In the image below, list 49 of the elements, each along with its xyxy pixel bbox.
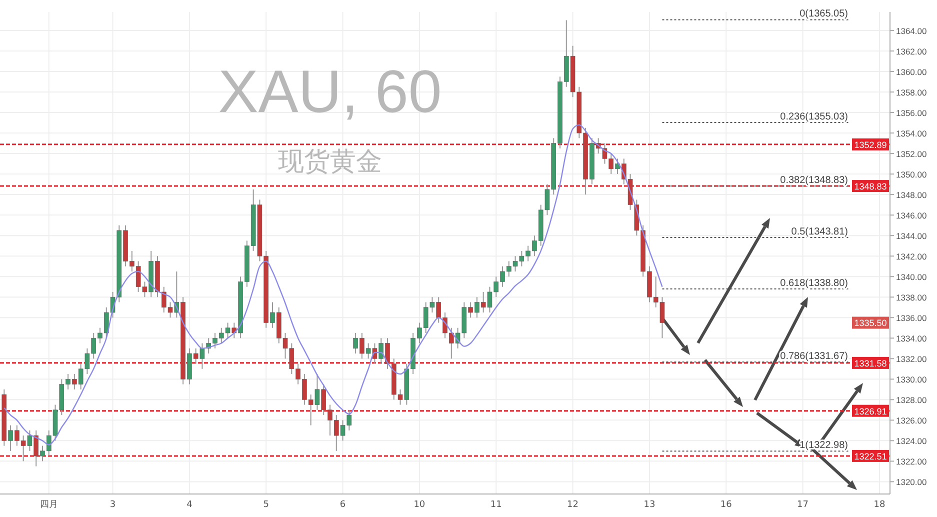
y-tick-label: 1362.00 <box>896 46 927 56</box>
ref-line-label: 1352.89 <box>854 140 887 150</box>
x-tick-label: 四月 <box>40 500 58 510</box>
y-tick-label: 1364.00 <box>896 26 927 36</box>
x-tick-label: 18 <box>874 500 886 510</box>
annotation: XAU, 60 <box>218 58 442 125</box>
y-tick-label: 1330.00 <box>896 374 927 385</box>
y-tick-label: 1328.00 <box>896 395 927 406</box>
x-tick-label: 12 <box>567 500 579 510</box>
y-tick-label: 1356.00 <box>896 108 927 118</box>
ref-line-label: 0.618(1338.80) <box>780 278 848 289</box>
y-tick-label: 1338.00 <box>896 292 927 303</box>
annotation: 1335.50 <box>854 318 887 328</box>
x-tick-label: 13 <box>644 500 656 510</box>
ref-line-label: 0.382(1348.83) <box>780 175 848 186</box>
ref-line-label: 1348.83 <box>854 182 887 192</box>
ref-line-label: 0.236(1355.03) <box>780 111 848 122</box>
ref-line-label: 1331.58 <box>854 358 887 368</box>
y-tick-label: 1346.00 <box>896 210 927 221</box>
y-tick-label: 1350.00 <box>896 170 927 180</box>
y-tick-label: 1336.00 <box>896 313 927 324</box>
ref-line-label: 0.786(1331.67) <box>780 351 848 362</box>
y-tick-label: 1340.00 <box>896 272 927 282</box>
x-tick-label: 10 <box>414 500 426 510</box>
y-tick-label: 1326.00 <box>896 416 927 426</box>
x-tick-label: 5 <box>263 500 269 510</box>
annotation: 现货黄金 <box>278 147 382 177</box>
y-tick-label: 1348.00 <box>896 190 927 200</box>
ref-line-label: 0(1365.05) <box>800 8 848 20</box>
ref-line-label: 0.5(1343.81) <box>791 226 848 238</box>
x-tick-label: 17 <box>797 500 809 510</box>
ref-line-label: 1322.51 <box>854 451 887 462</box>
x-tick-label: 4 <box>186 500 193 510</box>
x-tick-label: 11 <box>490 500 502 510</box>
y-tick-label: 1334.00 <box>896 334 927 344</box>
y-tick-label: 1360.00 <box>896 66 927 77</box>
y-tick-label: 1342.00 <box>896 252 927 262</box>
x-tick-label: 3 <box>110 500 116 510</box>
y-tick-label: 1324.00 <box>896 436 927 446</box>
y-tick-label: 1358.00 <box>896 87 927 98</box>
y-tick-label: 1352.00 <box>896 149 927 160</box>
y-tick-label: 1322.00 <box>896 456 927 467</box>
ref-line-label: 1326.91 <box>854 406 887 416</box>
y-tick-label: 1344.00 <box>896 231 927 242</box>
x-tick-label: 16 <box>720 500 732 510</box>
y-tick-label: 1354.00 <box>896 128 927 139</box>
x-tick-label: 6 <box>340 500 346 510</box>
y-tick-label: 1332.00 <box>896 354 927 364</box>
y-tick-label: 1320.00 <box>896 477 927 488</box>
